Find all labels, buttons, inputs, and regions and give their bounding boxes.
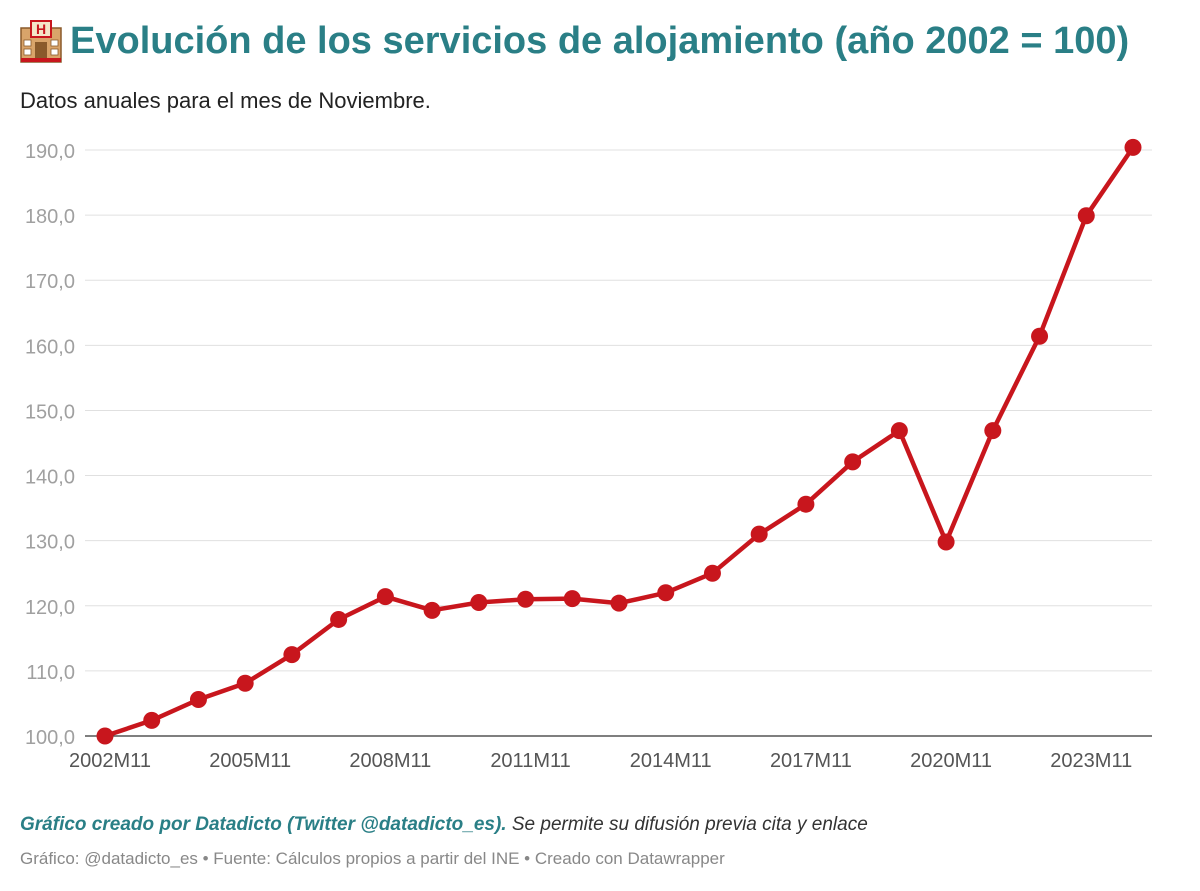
data-point: [1031, 327, 1049, 345]
y-tick-label: 150,0: [25, 401, 75, 423]
data-point: [750, 525, 768, 543]
data-point: [236, 674, 254, 692]
data-point: [1077, 207, 1095, 225]
x-tick-label: 2008M11: [349, 750, 431, 772]
data-point: [890, 422, 908, 440]
svg-text:H: H: [36, 21, 46, 37]
credit-permission: Se permite su difusión previa cita y enl…: [506, 814, 868, 835]
y-tick-label: 140,0: [25, 467, 75, 489]
x-tick-label: 2011M11: [490, 750, 570, 772]
x-tick-label: 2002M11: [69, 750, 151, 772]
chart-title: Evolución de los servicios de alojamient…: [70, 19, 1130, 62]
y-tick-label: 110,0: [26, 662, 75, 684]
data-point: [937, 533, 955, 551]
line-chart: 100,0 110,0 120,0 130,0 140,0 150,0 160,0 170,0…: [25, 138, 1152, 772]
data-point: [984, 422, 1002, 440]
y-tick-label: 130,0: [25, 532, 75, 554]
data-point: [797, 495, 815, 513]
x-tick-label: 2023M11: [1050, 750, 1132, 772]
data-point: [657, 584, 675, 602]
y-tick-label: 180,0: [25, 206, 75, 228]
chart-subtitle: Datos anuales para el mes de Noviembre.: [20, 88, 431, 113]
source-footer: Gráfico: @datadicto_es • Fuente: Cálculo…: [20, 849, 725, 868]
y-tick-label: 100,0: [25, 727, 75, 749]
series-line: [102, 145, 1136, 739]
data-point: [283, 646, 301, 664]
data-point: [844, 453, 862, 471]
data-point: [376, 588, 394, 606]
data-point: [189, 691, 207, 709]
data-point: [610, 594, 628, 612]
y-tick-label: 120,0: [25, 597, 75, 619]
data-point: [96, 727, 114, 745]
data-point: [143, 711, 161, 729]
credit-line: Gráfico creado por Datadicto (Twitter @d…: [20, 814, 868, 836]
y-tick-label: 190,0: [25, 141, 75, 163]
hotel-icon: H: [18, 18, 64, 64]
credit-author: Gráfico creado por Datadicto (Twitter @d…: [20, 814, 507, 835]
data-point: [517, 590, 535, 608]
data-point: [1124, 138, 1142, 156]
x-tick-label: 2020M11: [910, 750, 992, 772]
data-point: [423, 601, 441, 619]
data-point: [563, 590, 581, 608]
x-tick-label: 2005M11: [209, 750, 291, 772]
x-tick-label: 2014M11: [630, 750, 712, 772]
title-row: H Evolución de los servicios de alojamie…: [18, 18, 1129, 64]
x-tick-label: 2017M11: [770, 750, 852, 772]
data-point: [703, 564, 721, 582]
data-point: [330, 610, 348, 628]
data-point: [470, 594, 488, 612]
y-tick-label: 160,0: [25, 336, 75, 358]
y-tick-label: 170,0: [25, 271, 75, 293]
